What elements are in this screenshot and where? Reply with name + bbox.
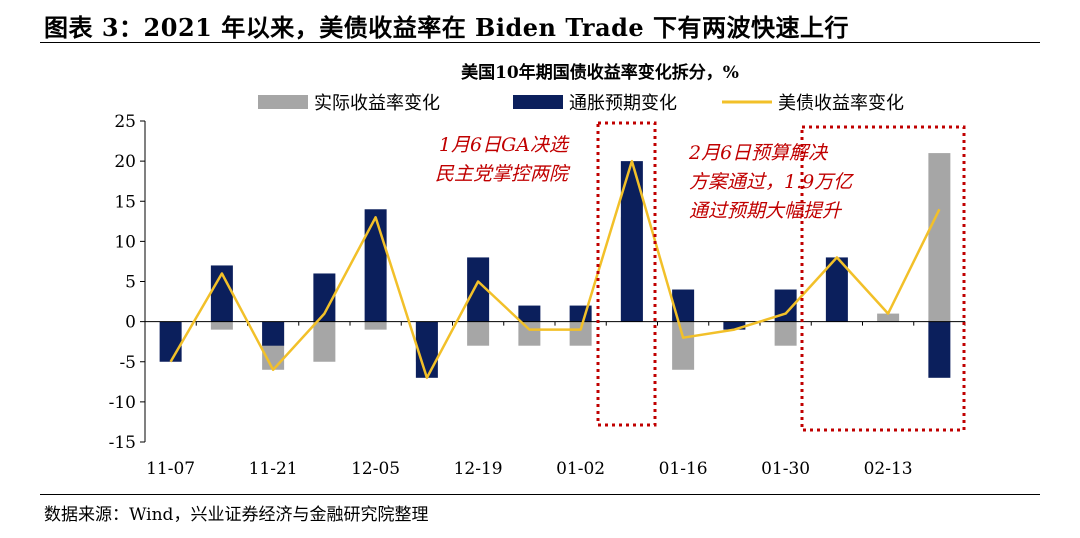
figure-title: 图表 3：2021 年以来，美债收益率在 Biden Trade 下有两波快速上… (44, 13, 850, 42)
real-yield-bar (672, 321, 695, 370)
x-tick-label: 12-19 (454, 459, 503, 479)
inflation-expectation-bar (928, 321, 951, 378)
y-tick-label: -10 (109, 393, 136, 413)
y-tick-label: 0 (125, 313, 136, 333)
highlight-box-budget-resolution (800, 125, 966, 432)
legend-label: 实际收益率变化 (314, 93, 440, 114)
inflation-expectation-bar (723, 321, 746, 330)
source-note: 数据来源：Wind，兴业证券经济与金融研究院整理 (44, 505, 429, 525)
axes: -15 -10 -5 0 5 10 15 20 25 11-07 11-21 12-05 12-19 01… (109, 112, 966, 479)
x-tick-label: 01-16 (659, 459, 708, 479)
annotation-line: 2月6日预算解决 (688, 142, 829, 164)
inflation-expectation-bar (825, 257, 848, 322)
annotation-line: 方案通过，1.9万亿 (689, 171, 854, 193)
highlight-box-ga-election (596, 121, 657, 427)
real-yield-bar (467, 321, 490, 346)
annotation-line: 民主党掌控两院 (435, 163, 571, 185)
y-tick-label: 15 (114, 192, 136, 212)
inflation-expectation-bar (364, 209, 387, 322)
x-tick-label: 11-07 (146, 459, 195, 479)
annotation-budget-resolution: 2月6日预算解决方案通过，1.9万亿通过预期大幅提升 (688, 142, 854, 222)
inflation-expectation-bar (313, 273, 336, 322)
legend-swatch (513, 95, 563, 109)
real-yield-bar (364, 321, 387, 330)
y-tick-label: 20 (114, 152, 136, 172)
real-yield-bar (518, 321, 541, 346)
yield-change-line (169, 159, 941, 380)
y-tick-label: 25 (114, 112, 136, 132)
y-tick-label: -15 (109, 433, 136, 453)
legend-swatch (258, 95, 308, 109)
annotation-line: 1月6日GA决选 (439, 134, 570, 156)
inflation-expectation-bar (672, 289, 695, 322)
y-tick-label: -5 (119, 353, 136, 373)
real-yield-bar (569, 321, 592, 346)
legend: 实际收益率变化 通胀预期变化 美债收益率变化 (258, 93, 904, 114)
annotations: 1月6日GA决选民主党掌控两院 2月6日预算解决方案通过，1.9万亿通过预期大幅提… (435, 121, 966, 432)
legend-label: 通胀预期变化 (569, 93, 677, 114)
x-tick-label: 01-30 (761, 459, 810, 479)
real-yield-bar (210, 321, 233, 330)
annotation-ga-election: 1月6日GA决选民主党掌控两院 (435, 134, 571, 185)
inflation-expectation-bar (159, 321, 182, 362)
y-tick-label: 10 (114, 232, 136, 252)
inflation-expectation-bar (518, 305, 541, 322)
x-tick-label: 11-21 (249, 459, 298, 479)
real-yield-bar (928, 153, 951, 322)
x-tick-label: 01-02 (556, 459, 605, 479)
inflation-expectation-bar (262, 321, 285, 346)
inflation-expectation-bar (774, 289, 797, 322)
bottom-rule (40, 494, 1040, 495)
x-tick-label: 12-05 (351, 459, 400, 479)
inflation-expectation-bar (467, 257, 490, 322)
real-yield-bar (877, 313, 900, 322)
real-yield-bar (774, 321, 797, 346)
real-yield-bar (313, 321, 336, 362)
top-rule (40, 42, 1040, 43)
inflation-expectation-bar (620, 161, 643, 322)
annotation-line: 通过预期大幅提升 (689, 200, 843, 222)
y-tick-label: 5 (125, 273, 136, 293)
legend-label: 美债收益率变化 (778, 93, 904, 114)
inflation-expectation-bars (159, 161, 951, 378)
chart-title: 美国10年期国债收益率变化拆分，% (461, 62, 739, 83)
inflation-expectation-bar (210, 265, 233, 322)
x-tick-label: 02-13 (864, 459, 913, 479)
yield-change-line-group (169, 159, 941, 380)
